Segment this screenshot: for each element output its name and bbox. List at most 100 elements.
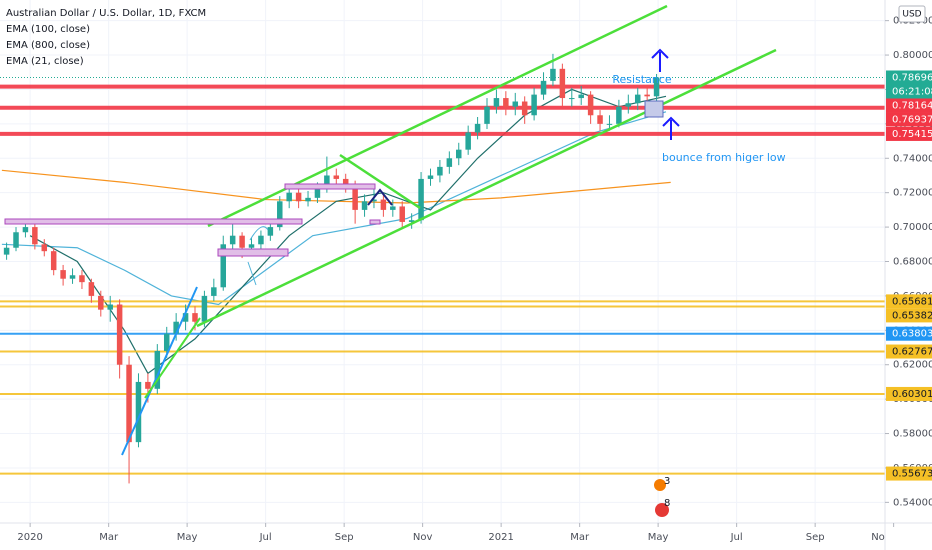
- x-tick-label: May: [177, 532, 198, 543]
- candle-body: [286, 192, 292, 202]
- ema-line: [1, 169, 671, 204]
- candle-body: [50, 251, 57, 271]
- zone: [284, 183, 376, 190]
- candle-body: [116, 304, 123, 365]
- x-tick-label: 2020: [17, 532, 42, 543]
- price-tag-label: 0.75415: [892, 129, 932, 140]
- price-tag: [886, 70, 932, 99]
- price-tag: [886, 326, 932, 341]
- zone: [369, 219, 381, 225]
- y-tick-label: 0.58000: [893, 429, 932, 440]
- price-tag-label: 0.62767: [892, 347, 932, 358]
- y-tick-label: 0.72000: [893, 188, 932, 199]
- legend: Australian Dollar / U.S. Dollar, 1D, FXC…: [6, 8, 206, 67]
- candle-body: [32, 227, 38, 245]
- candle-body: [13, 232, 19, 248]
- event-label: 3: [664, 476, 670, 487]
- candle-body: [295, 192, 302, 202]
- candle-body: [154, 350, 161, 389]
- candle-body: [324, 175, 330, 190]
- channel-lower: [196, 48, 777, 328]
- candle-body: [277, 201, 283, 228]
- x-tick-label: Jul: [259, 532, 272, 543]
- candle-body: [503, 98, 509, 107]
- price-tag: [886, 126, 932, 141]
- candle-body: [248, 244, 255, 248]
- candle-body: [314, 189, 321, 198]
- candle-body: [399, 206, 405, 222]
- drawings: [4, 4, 777, 456]
- candle-body: [107, 304, 113, 310]
- candle-body: [493, 98, 500, 107]
- candle-body: [653, 77, 660, 97]
- x-axis: 2020 Mar May Jul Sep Nov 2021 Mar May Jul Sep No: [17, 523, 895, 543]
- x-tick-label: Mar: [570, 532, 590, 543]
- x-tick-label: Mar: [99, 532, 119, 543]
- x-tick-label: Jul: [730, 532, 743, 543]
- levels-layer: [0, 76, 885, 475]
- x-tick-label: Sep: [335, 532, 354, 543]
- trendline: [144, 317, 201, 399]
- candle-body: [163, 333, 170, 351]
- candle-body: [145, 381, 151, 389]
- candle-body: [98, 295, 104, 310]
- y-tick-label: 0.70000: [893, 222, 932, 233]
- candle-body: [267, 227, 274, 236]
- candle-body: [342, 178, 349, 185]
- candle-body: [474, 123, 481, 133]
- candle-body: [569, 98, 575, 100]
- candle-body: [465, 132, 471, 150]
- candle-body: [352, 184, 358, 210]
- candle-body: [540, 80, 547, 95]
- price-tag-label: 0.65382: [892, 310, 932, 321]
- arrow-up: [651, 48, 669, 72]
- candle-body: [455, 149, 462, 159]
- candle-body: [550, 68, 556, 81]
- candle-body: [258, 235, 264, 245]
- candle-body: [220, 244, 227, 288]
- candle-body: [135, 381, 142, 443]
- x-tick-label: Sep: [806, 532, 825, 543]
- y-tick-label: 0.74000: [893, 153, 932, 164]
- price-tag-label: 0.60301: [892, 389, 932, 400]
- legend-entry: EMA (100, close): [6, 24, 90, 35]
- candle-body: [173, 321, 179, 334]
- ema-line: [1, 111, 667, 306]
- price-tag-label: 0.63803: [892, 329, 932, 340]
- candle-body: [22, 227, 29, 233]
- series-layer: [1, 88, 671, 375]
- candle-body: [446, 158, 453, 167]
- candle-body: [390, 206, 396, 210]
- countdown: 06:21:08: [892, 86, 932, 97]
- price-tag: [886, 308, 932, 323]
- grid-layer: [0, 0, 885, 523]
- price-tags: 0.78696 06:21:08 0.78164 0.76937 0.75415 0.65…: [886, 70, 932, 481]
- price-tag: [886, 112, 932, 127]
- candle-body: [192, 313, 198, 322]
- candle-body: [305, 197, 311, 202]
- x-tick-label: 2021: [488, 532, 513, 543]
- arrow: [367, 188, 393, 206]
- price-tag: [886, 386, 932, 401]
- candles-layer: [3, 53, 660, 484]
- currency-box: [898, 5, 926, 23]
- zone: [4, 218, 303, 225]
- candle-body: [634, 94, 641, 104]
- ema-line: [29, 88, 667, 375]
- annotation: Resistance: [612, 73, 672, 86]
- y-tick-label: 0.62000: [893, 360, 932, 371]
- candle-body: [587, 94, 594, 116]
- legend-entry: EMA (800, close): [6, 40, 90, 51]
- curve: [249, 226, 269, 241]
- candle-body: [182, 313, 189, 322]
- candle-body: [437, 166, 443, 176]
- candle-body: [211, 287, 217, 296]
- price-tag: [886, 294, 932, 309]
- price-tag: [886, 98, 932, 113]
- candle-body: [408, 220, 415, 222]
- candle-body: [69, 275, 76, 279]
- candle-body: [606, 123, 613, 125]
- candle-body: [559, 68, 566, 99]
